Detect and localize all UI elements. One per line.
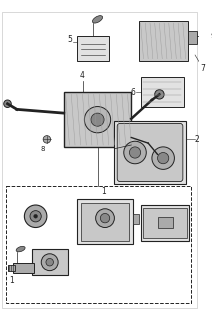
Circle shape — [84, 107, 111, 133]
Circle shape — [4, 100, 11, 108]
Ellipse shape — [16, 246, 25, 252]
Bar — [7, 265, 15, 271]
Circle shape — [155, 90, 164, 99]
Circle shape — [152, 147, 174, 169]
Text: 1: 1 — [9, 276, 14, 284]
Bar — [81, 203, 129, 241]
Text: 2: 2 — [195, 135, 199, 144]
Circle shape — [129, 147, 141, 158]
Circle shape — [30, 211, 41, 222]
Circle shape — [100, 213, 110, 223]
Circle shape — [24, 205, 47, 228]
Circle shape — [91, 113, 104, 126]
Circle shape — [46, 259, 53, 266]
Circle shape — [34, 214, 38, 218]
Bar — [77, 199, 133, 244]
Bar — [139, 21, 188, 60]
FancyBboxPatch shape — [117, 124, 183, 181]
Circle shape — [41, 254, 58, 271]
Circle shape — [152, 151, 163, 162]
Text: 9: 9 — [210, 33, 212, 39]
Circle shape — [158, 153, 169, 164]
Bar — [188, 31, 197, 44]
Bar — [48, 262, 52, 270]
Bar — [158, 217, 173, 228]
Text: 4: 4 — [80, 71, 85, 80]
Text: 7: 7 — [200, 64, 205, 73]
Bar — [64, 92, 131, 147]
Bar — [133, 214, 139, 224]
Bar — [13, 263, 34, 273]
Bar — [77, 36, 109, 60]
Ellipse shape — [92, 16, 103, 23]
Circle shape — [96, 209, 114, 228]
Bar — [141, 77, 184, 108]
Text: 6: 6 — [131, 88, 136, 97]
Circle shape — [124, 141, 146, 164]
Ellipse shape — [204, 34, 209, 38]
Bar — [144, 208, 187, 238]
Bar — [141, 205, 189, 241]
Circle shape — [43, 136, 51, 143]
Text: 1: 1 — [101, 188, 106, 196]
Text: 8: 8 — [41, 146, 45, 152]
Text: 5: 5 — [67, 36, 72, 44]
Bar — [32, 249, 67, 275]
Bar — [6, 186, 191, 302]
Bar — [114, 121, 186, 184]
